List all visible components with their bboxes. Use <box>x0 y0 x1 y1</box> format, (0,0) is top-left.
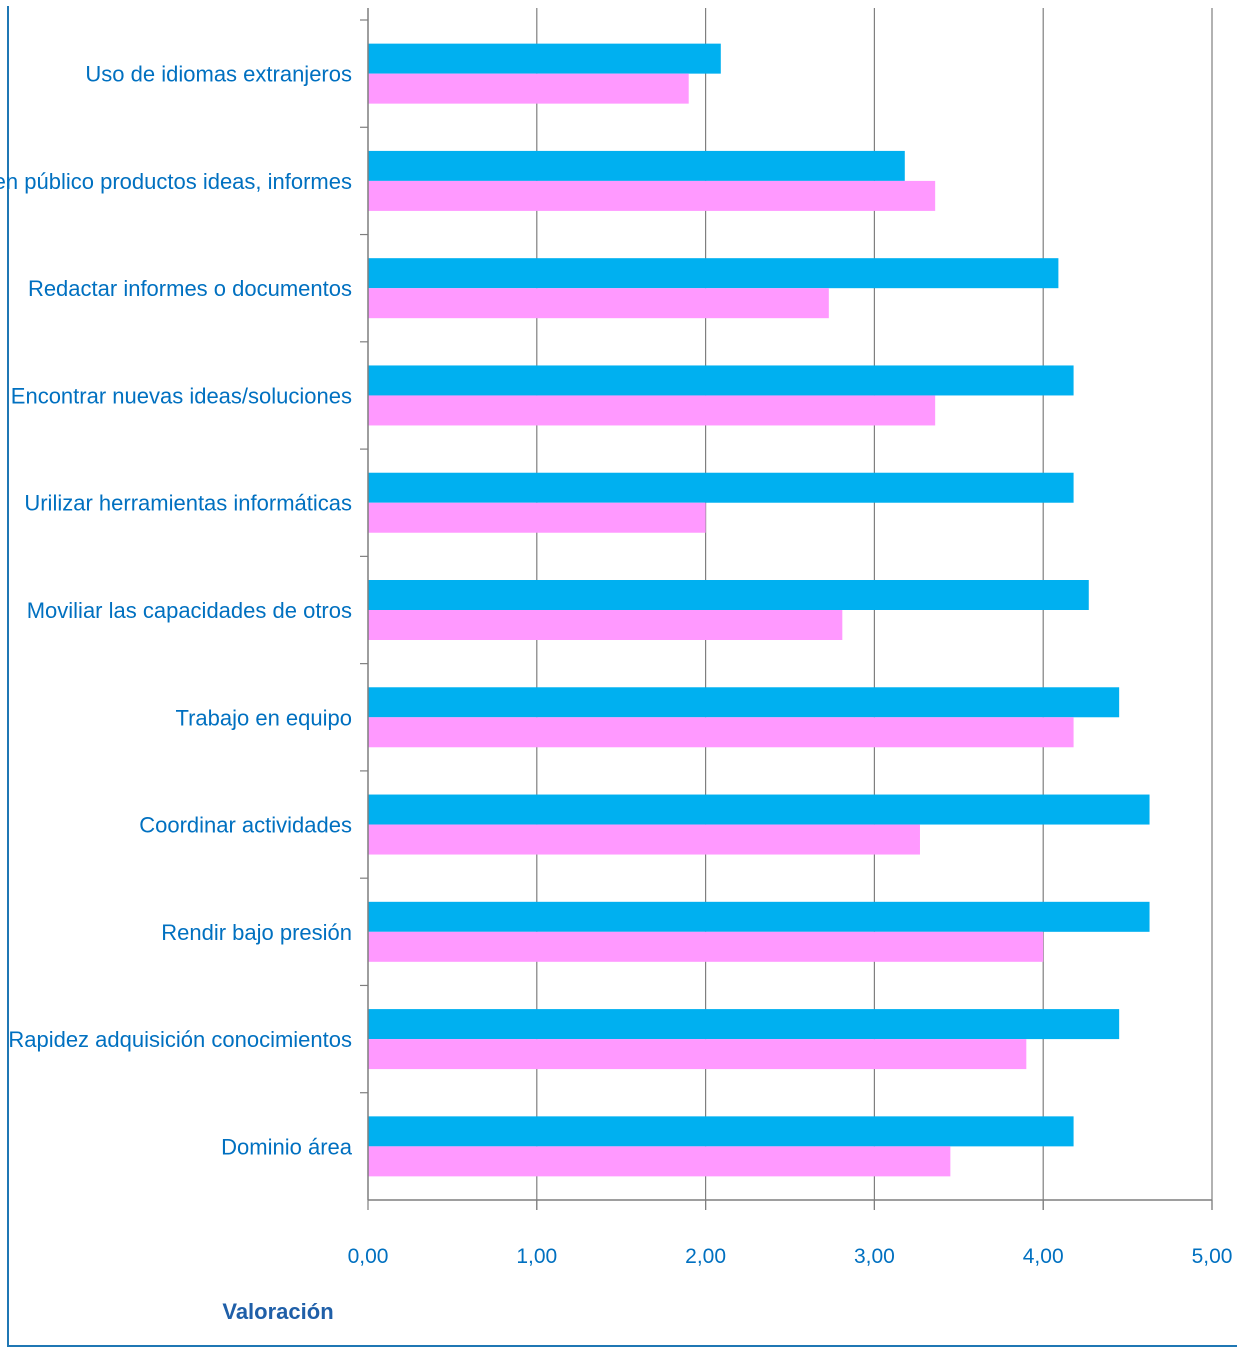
bar <box>368 181 935 211</box>
x-tick-label: 3,00 <box>854 1245 895 1268</box>
category-labels: Uso de idiomas extranjeros Presentar en p… <box>0 62 353 1160</box>
x-tick-label: 0,00 <box>348 1245 389 1268</box>
bar <box>368 1146 950 1176</box>
category-label: Dominio área <box>221 1134 353 1159</box>
bar <box>368 151 905 181</box>
bar <box>368 395 935 425</box>
bar <box>368 1009 1119 1039</box>
bar <box>368 473 1074 503</box>
bar <box>368 258 1058 288</box>
bar <box>368 44 721 74</box>
bar <box>368 365 1074 395</box>
category-label: Rendir bajo presión <box>161 920 352 945</box>
category-label: Presentar en público productos ideas, in… <box>0 169 352 194</box>
bar <box>368 902 1150 932</box>
category-label: Uso de idiomas extranjeros <box>85 62 352 87</box>
tick-labels: 0,00 1,00 2,00 3,00 4,00 5,00 <box>348 1245 1233 1268</box>
category-label: Coordinar actividades <box>139 813 352 838</box>
bar <box>368 825 920 855</box>
bar <box>368 288 829 318</box>
category-label: Moviliar las capacidades de otros <box>27 598 352 623</box>
bar <box>368 1039 1026 1069</box>
category-label: Rapidez adquisición conocimientos <box>8 1027 352 1052</box>
bar <box>368 687 1119 717</box>
bar <box>368 795 1150 825</box>
bar <box>368 717 1074 747</box>
bar <box>368 932 1043 962</box>
x-tick-label: 5,00 <box>1192 1245 1233 1268</box>
bar <box>368 503 706 533</box>
category-label: Urilizar herramientas informáticas <box>24 491 352 516</box>
bar <box>368 610 842 640</box>
x-tick-label: 2,00 <box>685 1245 726 1268</box>
x-axis-label: Valoración <box>222 1299 333 1324</box>
bar <box>368 74 689 104</box>
x-tick-label: 1,00 <box>516 1245 557 1268</box>
category-label: Encontrar nuevas ideas/soluciones <box>11 383 352 408</box>
bar <box>368 1116 1074 1146</box>
x-tick-label: 4,00 <box>1023 1245 1064 1268</box>
category-label: Redactar informes o documentos <box>28 276 352 301</box>
category-label: Trabajo en equipo <box>175 705 352 730</box>
bars <box>368 44 1150 1177</box>
bar <box>368 580 1089 610</box>
